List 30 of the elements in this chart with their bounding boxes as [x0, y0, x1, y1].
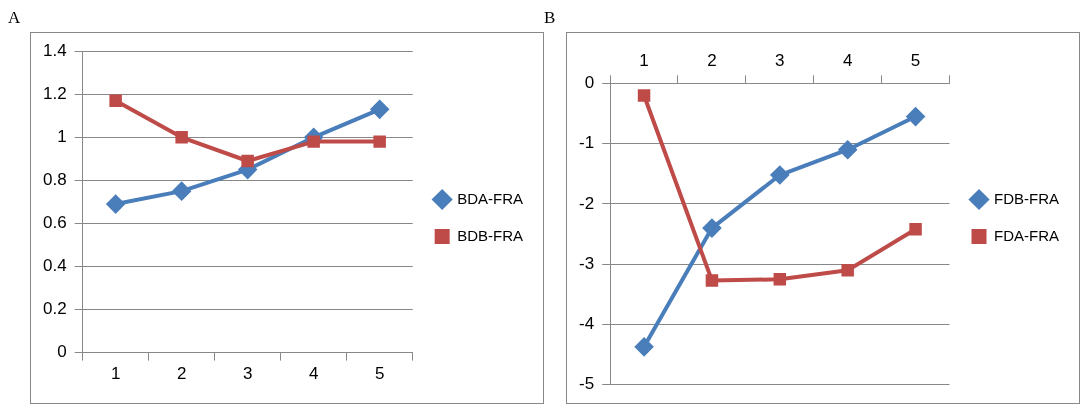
y-tick-label: -4 — [578, 314, 595, 334]
y-tick-label: 0.2 — [42, 299, 67, 319]
y-tick-label: -1 — [578, 133, 595, 153]
x-tick-label: 1 — [110, 364, 121, 384]
y-tick-label: -5 — [578, 374, 595, 394]
y-tick-label: 0.8 — [42, 170, 67, 190]
y-tick-label: 1 — [57, 127, 67, 146]
legend-label: FDA-FRA — [994, 226, 1059, 244]
x-tick-label: 5 — [374, 364, 385, 384]
x-tick-label: 5 — [910, 50, 921, 70]
legend-label: BDB-FRA — [457, 226, 524, 244]
y-tick-label: 0.6 — [42, 213, 67, 233]
x-tick-label: 4 — [308, 364, 319, 384]
y-tick-label: 1.4 — [42, 40, 67, 60]
y-tick-label: -3 — [578, 253, 595, 273]
y-tick-label: -2 — [578, 193, 595, 213]
chart-title: B — [544, 8, 557, 29]
y-tick-label: 1.2 — [42, 83, 67, 103]
y-tick-label: 0 — [57, 342, 67, 362]
x-tick-label: 2 — [707, 50, 717, 70]
x-tick-label: 3 — [242, 364, 253, 384]
chart-title: A — [8, 8, 22, 29]
x-tick-label: 3 — [775, 50, 785, 70]
legend-label: BDA-FRA — [457, 189, 524, 207]
legend-label: FDB-FRA — [994, 189, 1059, 207]
x-tick-label: 1 — [639, 50, 649, 70]
x-tick-label: 2 — [176, 364, 187, 384]
y-tick-label: 0 — [584, 73, 595, 93]
y-tick-label: 0.4 — [42, 256, 67, 276]
x-tick-label: 4 — [842, 50, 853, 70]
